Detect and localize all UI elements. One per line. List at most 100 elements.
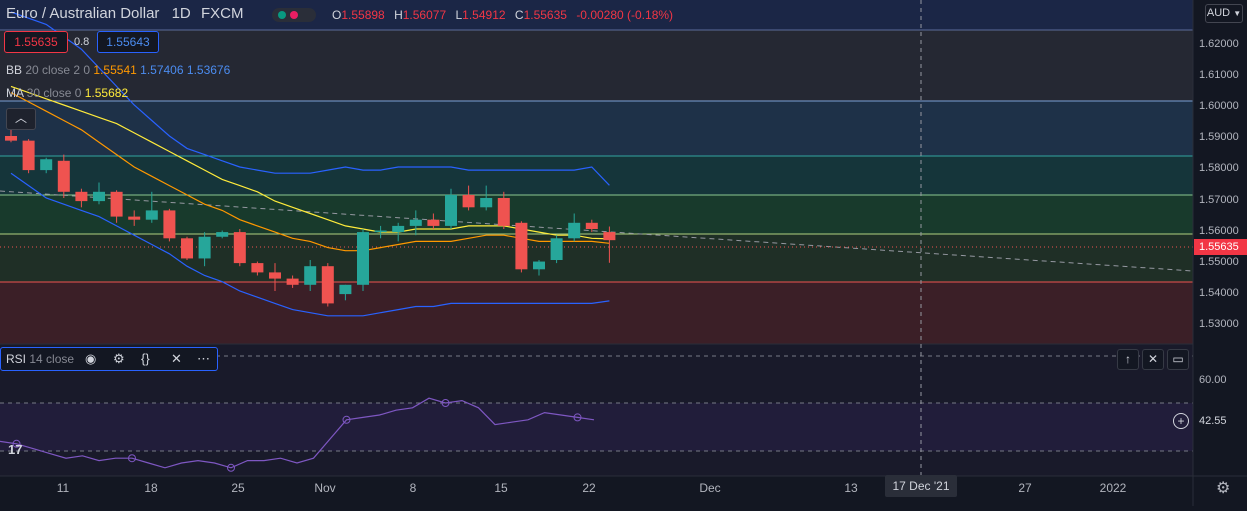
rsi-title[interactable]: RSI 14 close <box>6 352 74 366</box>
low-value: 1.54912 <box>462 8 506 22</box>
move-pane-up-button[interactable]: ↑ <box>1117 349 1139 370</box>
bb-basis-line <box>10 92 610 252</box>
bb-lower-value: 1.53676 <box>186 63 231 77</box>
candle-body <box>480 198 493 208</box>
maximize-icon: ▭ <box>1172 352 1184 366</box>
spread-value: 0.8 <box>74 36 90 48</box>
ma-name[interactable]: MA <box>6 86 24 100</box>
market-status[interactable] <box>272 8 316 22</box>
candle-body <box>233 232 246 264</box>
time-tick-label: 25 <box>231 481 245 495</box>
candle-body <box>533 261 545 270</box>
more-icon[interactable]: ⋯ <box>197 351 210 366</box>
change-value: -0.00280 (-0.18%) <box>576 8 674 22</box>
candle-body <box>550 238 563 260</box>
rsi-params: 14 close <box>29 352 75 366</box>
bb-legend[interactable]: BB 20 close 2 0 1.55541 1.57406 1.53676 <box>6 62 230 78</box>
rsi-divergence-marker <box>573 413 582 422</box>
chevron-up-icon: ︿ <box>14 111 27 125</box>
zone-3 <box>0 156 1193 195</box>
eye-icon[interactable]: ◉ <box>85 351 97 366</box>
price-tick-label: 1.53000 <box>1199 317 1239 330</box>
rsi-legend[interactable]: RSI 14 close ◉ ⚙ {} ✕ ⋯ <box>0 347 218 371</box>
zone-5 <box>0 234 1193 282</box>
bb-basis-value: 1.55541 <box>93 63 137 77</box>
close-pane-button[interactable]: ✕ <box>1142 349 1164 370</box>
rsi-divergence-marker <box>342 415 351 424</box>
source-code-icon[interactable]: {} <box>141 351 150 366</box>
candle-body <box>357 232 369 285</box>
add-plus-icon[interactable]: + <box>1173 413 1189 429</box>
price-tick-label: 1.59000 <box>1199 131 1239 144</box>
time-tick-label: 13 <box>844 481 858 495</box>
candles <box>5 128 616 307</box>
candle-body <box>286 278 299 285</box>
rsi-divergence-marker <box>128 454 136 463</box>
source-label[interactable]: FXCM <box>200 5 244 22</box>
time-tick-label: 22 <box>582 481 596 495</box>
bb-lower-line <box>10 172 610 317</box>
candle-body <box>585 222 598 229</box>
time-tick-label: Dec <box>699 481 721 495</box>
low-label: L <box>455 8 463 22</box>
bb-upper-line <box>10 11 610 186</box>
candle-body <box>568 222 581 239</box>
gear-icon[interactable]: ⚙ <box>113 351 125 366</box>
symbol-legend[interactable]: Euro / Australian Dollar 1D FXCM <box>6 5 243 23</box>
candle-body <box>198 236 211 259</box>
candle-body <box>216 232 229 237</box>
time-tick-label: 18 <box>144 481 158 495</box>
close-label: C <box>514 8 524 22</box>
rsi-band <box>0 403 1193 451</box>
trend-line[interactable] <box>0 190 1194 272</box>
time-tick-label: 2022 <box>1099 481 1127 495</box>
high-label: H <box>394 8 403 22</box>
settings-icon[interactable]: ⚙ <box>1216 480 1231 497</box>
collapse-legend-button[interactable]: ︿ <box>6 108 36 130</box>
bb-name[interactable]: BB <box>6 63 23 77</box>
candle-body <box>304 266 317 285</box>
price-tick-label: 1.54000 <box>1199 286 1239 299</box>
sell-button[interactable]: 1.55635 <box>4 31 68 53</box>
last-price-label: 1.55635 <box>1194 239 1247 255</box>
tradingview-logo-icon[interactable]: 17 <box>8 442 23 457</box>
rsi-divergence-marker <box>12 439 21 448</box>
time-tick-label: 27 <box>1018 481 1032 495</box>
symbol-title[interactable]: Euro / Australian Dollar <box>6 5 160 22</box>
rsi-divergence-marker <box>441 399 450 407</box>
candle-body <box>339 284 352 295</box>
candle-body <box>392 225 405 233</box>
candle-body <box>57 160 70 192</box>
rsi-60-label: 60.00 <box>1199 374 1227 386</box>
price-tick-label: 1.57000 <box>1199 193 1239 206</box>
candle-body <box>321 266 334 304</box>
maximize-pane-button[interactable]: ▭ <box>1167 349 1189 370</box>
candle-body <box>409 219 422 226</box>
ma-line <box>10 85 610 240</box>
zone-2 <box>0 101 1193 156</box>
candle-body <box>515 222 528 270</box>
market-open-dot <box>278 11 286 19</box>
zone-6 <box>0 282 1193 344</box>
price-tick-label: 1.58000 <box>1199 162 1239 175</box>
close-icon[interactable]: ✕ <box>171 351 182 366</box>
chevron-down-icon: ▼ <box>1233 9 1242 18</box>
time-tick-label: 8 <box>409 481 417 495</box>
buy-button[interactable]: 1.55643 <box>97 31 159 53</box>
candle-body <box>603 232 616 241</box>
price-tick-label: 1.62000 <box>1199 38 1239 50</box>
time-tick-label: Nov <box>314 481 336 495</box>
candle-body <box>22 140 35 171</box>
open-label: O <box>332 8 342 22</box>
interval-label[interactable]: 1D <box>171 5 191 22</box>
data-delay-dot <box>290 11 298 19</box>
time-tick-label: 15 <box>494 481 508 495</box>
ma-legend[interactable]: MA 30 close 0 1.55682 <box>6 85 128 101</box>
candle-body <box>163 210 176 239</box>
candle-body <box>445 194 457 226</box>
currency-unit-button[interactable]: AUD ▼ <box>1205 4 1243 23</box>
candle-body <box>145 210 158 220</box>
candle-body <box>251 263 264 273</box>
